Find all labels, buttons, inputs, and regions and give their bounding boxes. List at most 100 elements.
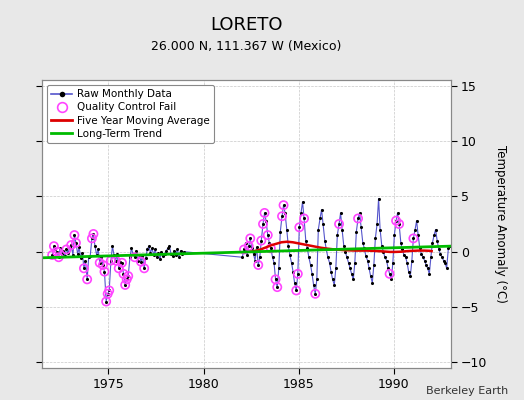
Point [83, 276, 91, 282]
Point [156, 256, 164, 263]
Point [281, 210, 289, 216]
Point [302, 238, 310, 244]
Point [95, 260, 104, 266]
Point [343, 254, 351, 260]
Point [440, 257, 448, 264]
Point [70, 232, 79, 238]
Point [307, 262, 315, 268]
Point [169, 253, 177, 259]
Point [336, 210, 345, 216]
Point [112, 257, 120, 264]
Point [300, 215, 308, 222]
Point [157, 248, 166, 255]
Point [50, 243, 58, 249]
Point [240, 246, 248, 253]
Point [78, 250, 86, 256]
Point [264, 232, 272, 238]
Point [151, 246, 159, 253]
Point [146, 250, 155, 256]
Point [72, 240, 80, 246]
Point [137, 258, 145, 265]
Point [390, 232, 399, 238]
Point [178, 251, 187, 257]
Point [376, 226, 384, 233]
Point [51, 246, 60, 253]
Point [330, 282, 339, 288]
Point [403, 260, 411, 266]
Point [378, 243, 386, 249]
Point [316, 215, 324, 222]
Point [80, 265, 88, 272]
Point [94, 246, 102, 253]
Point [392, 218, 400, 224]
Point [271, 276, 280, 282]
Point [100, 268, 108, 275]
Point [167, 251, 175, 257]
Point [373, 221, 381, 227]
Point [344, 260, 353, 266]
Point [267, 245, 275, 252]
Point [444, 245, 453, 252]
Point [325, 260, 334, 266]
Point [282, 226, 291, 233]
Point [148, 245, 156, 252]
Point [140, 265, 148, 272]
Point [309, 282, 318, 288]
Point [127, 245, 136, 252]
Point [365, 265, 373, 272]
Point [175, 254, 183, 260]
Point [265, 240, 274, 246]
Point [54, 254, 63, 260]
Point [379, 248, 388, 255]
Point [115, 265, 123, 272]
Point [297, 210, 305, 216]
Point [257, 238, 266, 244]
Point [275, 265, 283, 272]
Point [300, 215, 308, 222]
Y-axis label: Temperature Anomaly (°C): Temperature Anomaly (°C) [494, 145, 507, 303]
Point [322, 246, 331, 253]
Point [54, 254, 63, 260]
Point [88, 235, 96, 242]
Point [86, 253, 94, 259]
Point [433, 238, 441, 244]
Point [132, 247, 140, 254]
Point [363, 257, 372, 264]
Point [246, 235, 255, 242]
Point [431, 226, 440, 233]
Point [67, 242, 75, 248]
Point [420, 257, 429, 264]
Point [173, 246, 182, 253]
Point [130, 254, 139, 260]
Point [135, 252, 144, 258]
Point [124, 273, 133, 279]
Point [107, 257, 115, 264]
Point [108, 243, 117, 249]
Point [383, 257, 391, 264]
Point [48, 252, 57, 258]
Point [80, 265, 88, 272]
Point [62, 246, 71, 253]
Point [446, 243, 454, 249]
Text: LORETO: LORETO [210, 16, 282, 34]
Point [105, 287, 113, 294]
Point [380, 254, 389, 260]
Legend: Raw Monthly Data, Quality Control Fail, Five Year Moving Average, Long-Term Tren: Raw Monthly Data, Quality Control Fail, … [47, 85, 214, 143]
Point [335, 221, 343, 227]
Point [102, 298, 111, 305]
Point [159, 253, 167, 259]
Point [73, 251, 82, 257]
Point [311, 290, 320, 297]
Point [154, 250, 162, 256]
Point [77, 255, 85, 262]
Point [61, 253, 69, 259]
Point [314, 226, 322, 233]
Point [260, 210, 269, 216]
Point [260, 210, 269, 216]
Point [248, 245, 256, 252]
Point [129, 251, 137, 257]
Point [138, 253, 147, 259]
Point [386, 271, 394, 277]
Point [354, 215, 362, 222]
Point [81, 257, 90, 264]
